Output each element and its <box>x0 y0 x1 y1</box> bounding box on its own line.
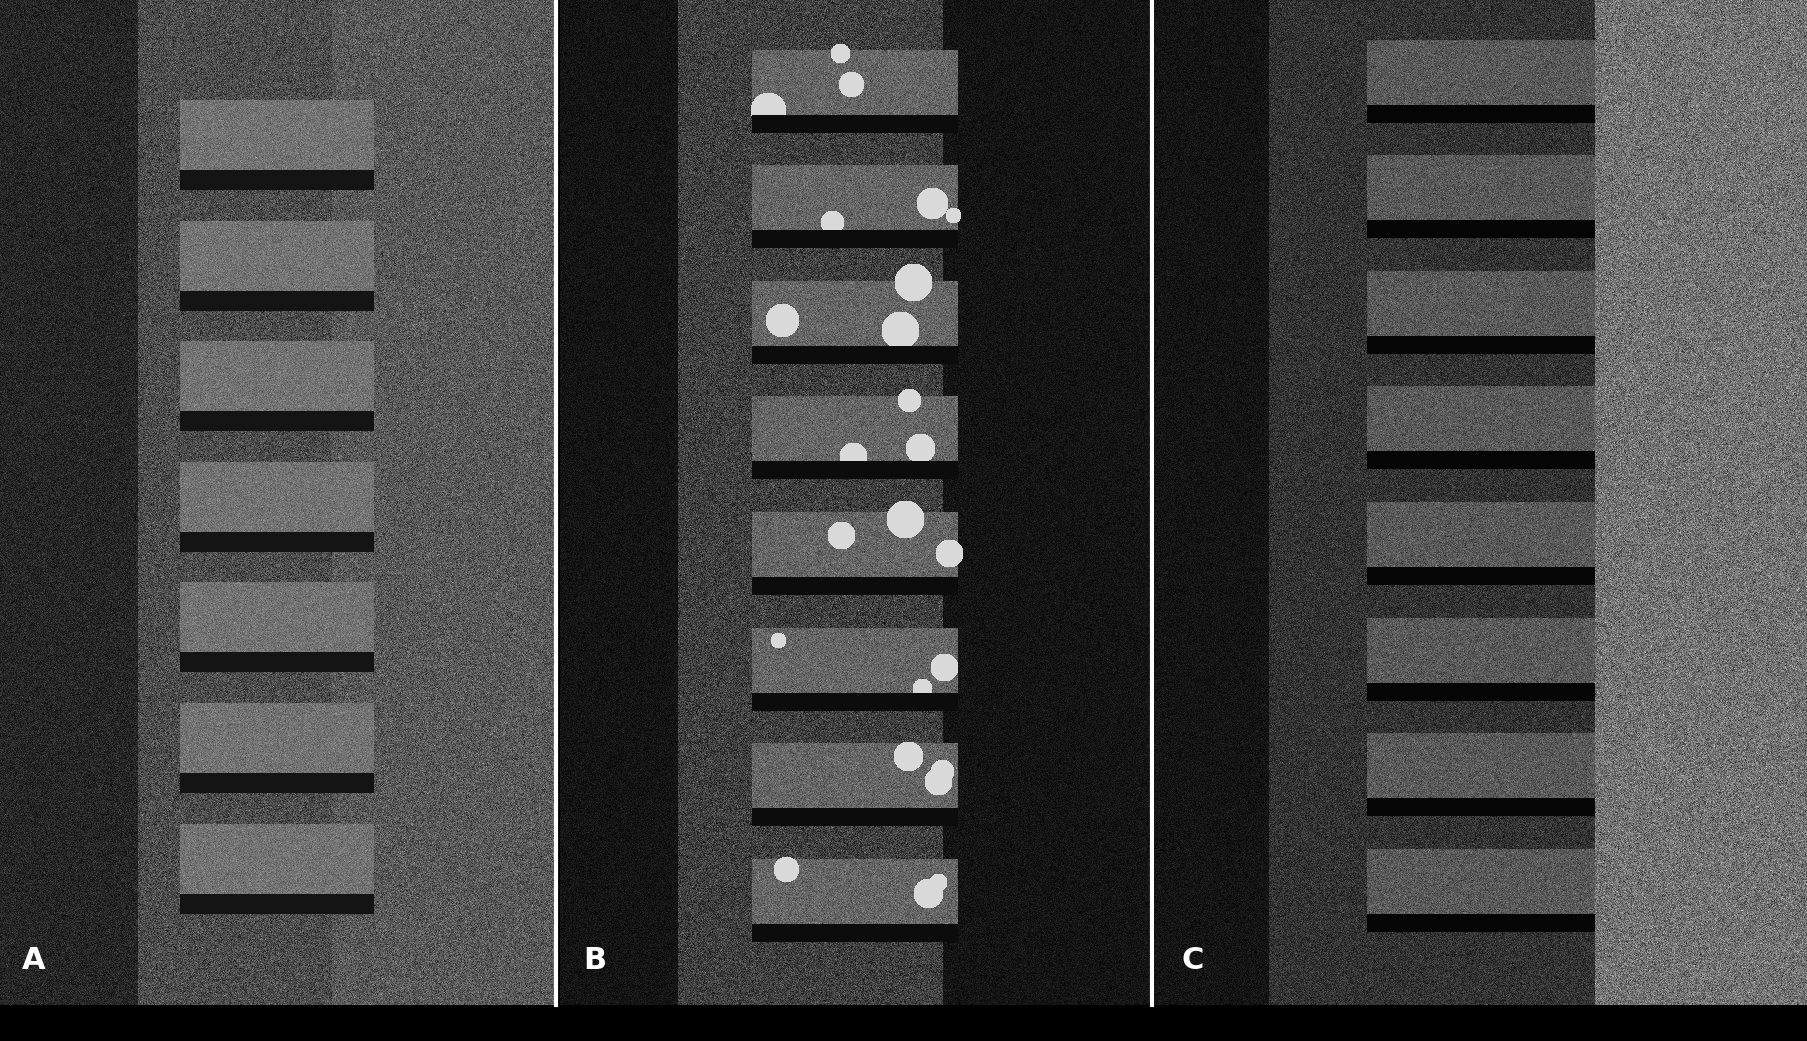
Text: C: C <box>1180 946 1203 974</box>
Text: Fig. 2.6  Normal marrow heterogeneity: foci of fatty marrow.: Fig. 2.6 Normal marrow heterogeneity: fo… <box>625 1014 1182 1032</box>
Text: A: A <box>22 946 45 974</box>
Text: B: B <box>584 946 607 974</box>
